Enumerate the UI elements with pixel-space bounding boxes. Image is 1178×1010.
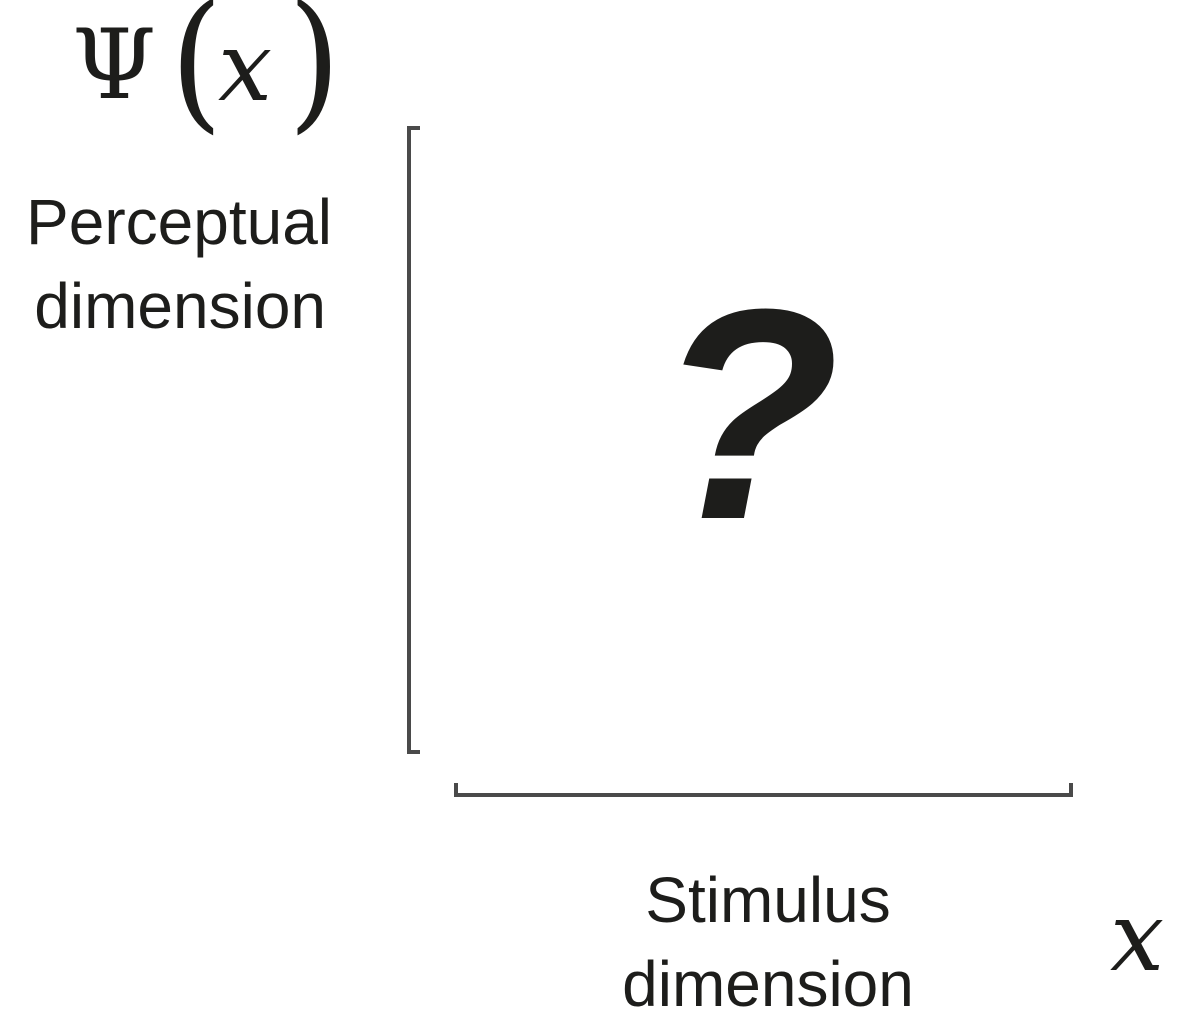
x-axis-label-line1: Stimulus <box>645 864 890 936</box>
y-axis-line <box>407 126 420 754</box>
open-paren: ( <box>170 0 223 148</box>
x-axis-label: Stimulus dimension <box>622 864 914 1010</box>
psi-symbol: Ψ <box>72 9 156 121</box>
close-paren: ) <box>288 0 341 148</box>
y-symbol-variable: x <box>218 11 272 123</box>
x-axis-symbol: x <box>1110 881 1164 993</box>
y-axis-label: Perceptual dimension <box>26 186 332 342</box>
y-axis-label-line2: dimension <box>34 270 326 342</box>
question-mark: ? <box>656 246 839 582</box>
x-axis-line <box>454 783 1073 797</box>
y-axis-symbol: Ψ ( x ) <box>72 0 341 148</box>
y-axis-label-line1: Perceptual <box>26 186 332 258</box>
x-axis-label-line2: dimension <box>622 948 914 1010</box>
